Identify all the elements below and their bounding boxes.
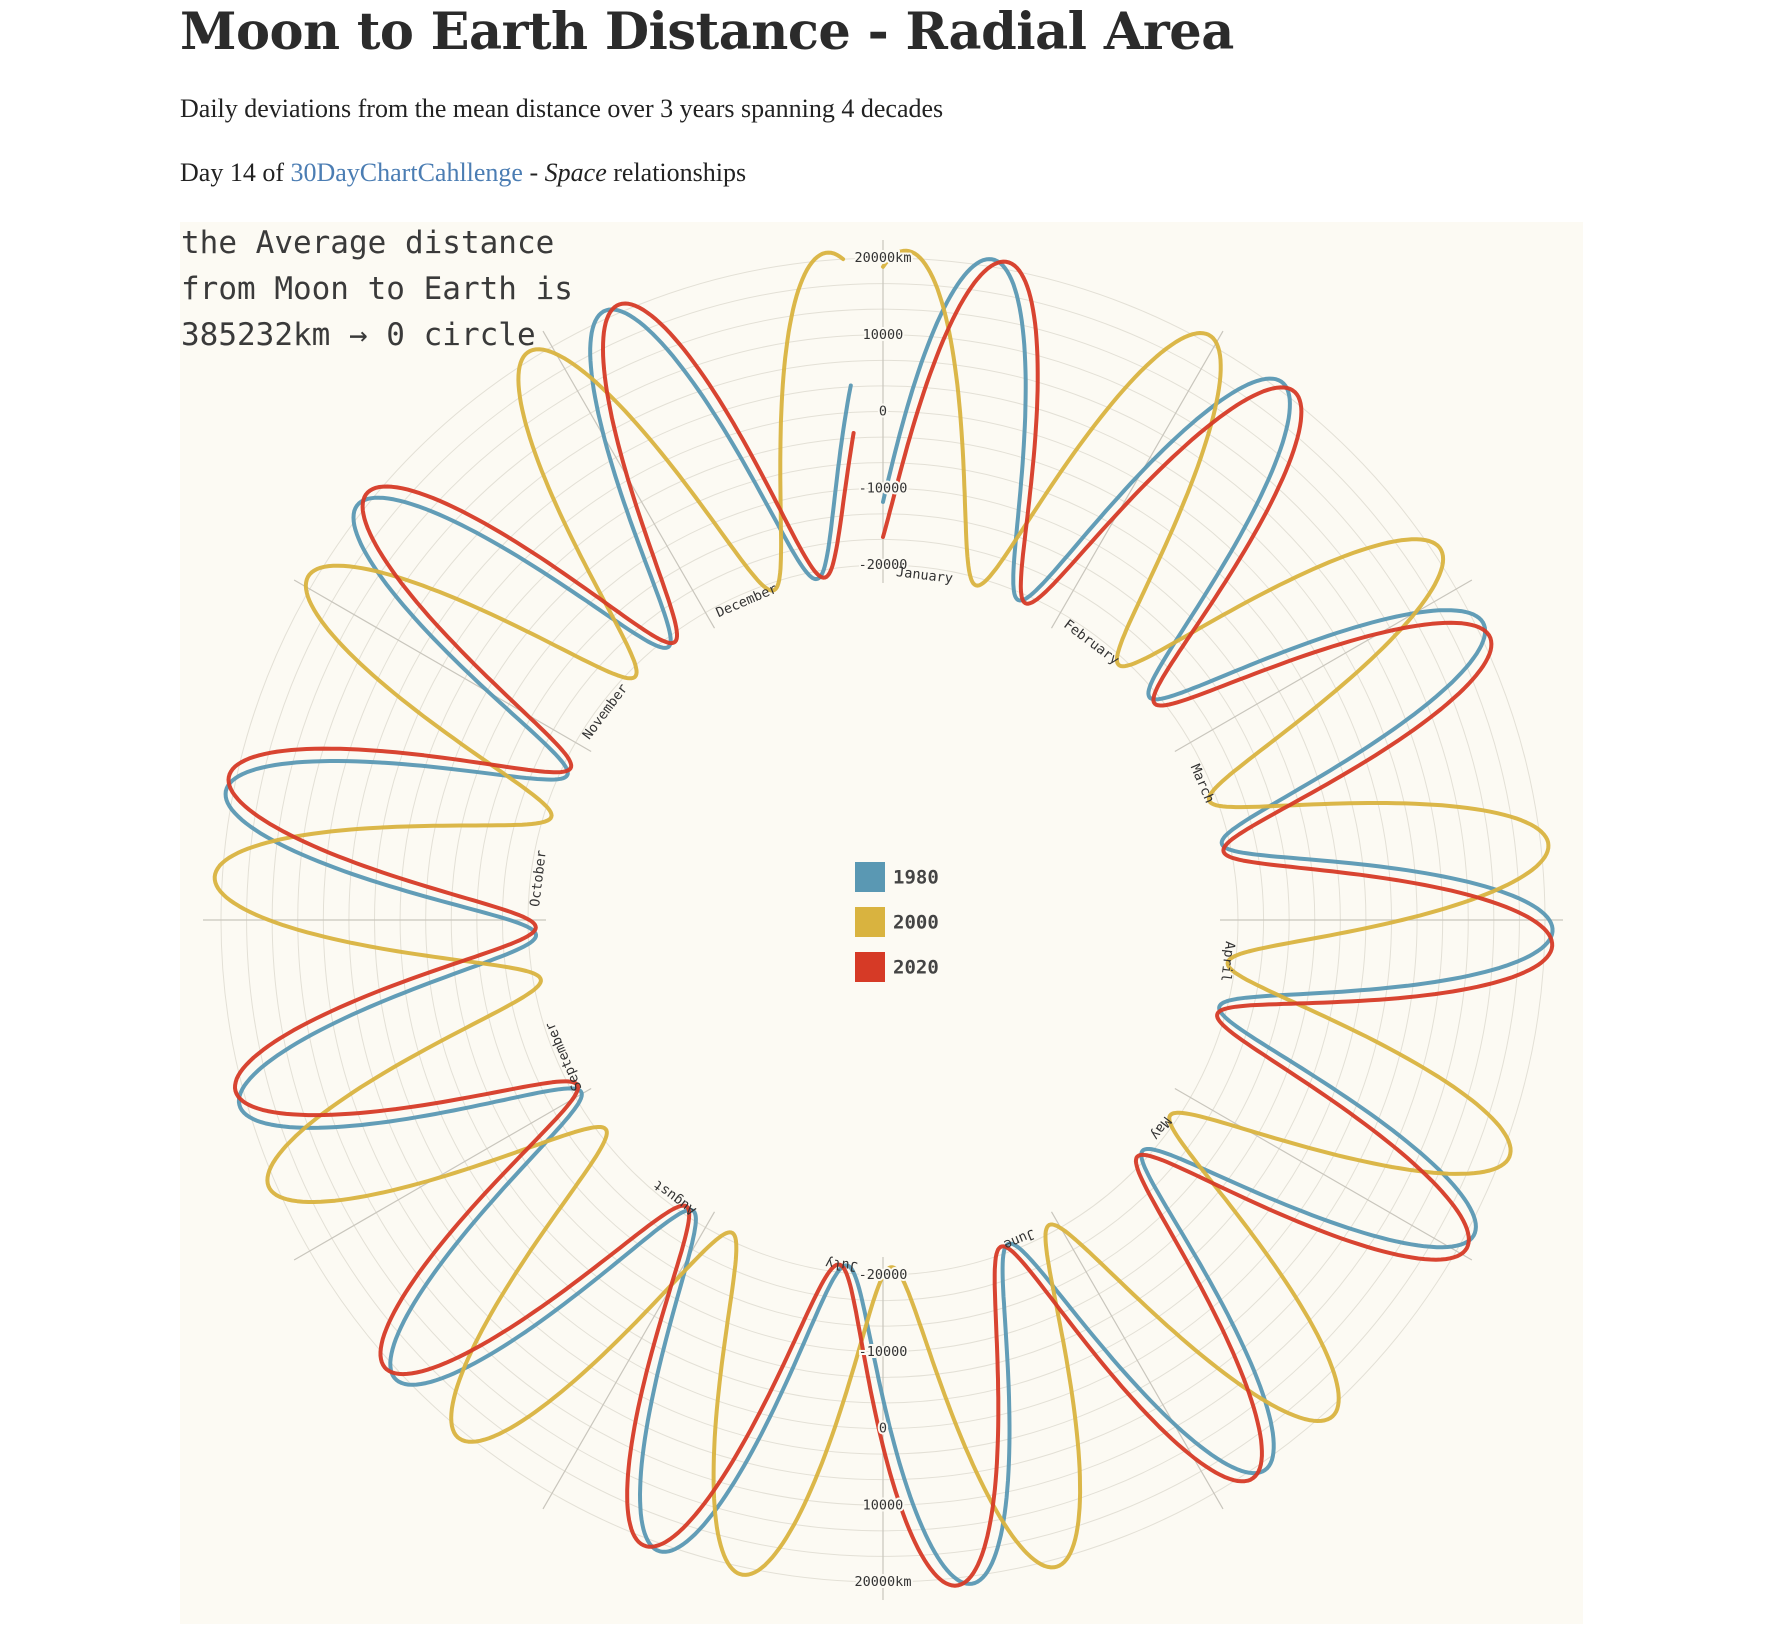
month-label: February [1060, 617, 1122, 669]
series-lines [212, 248, 1555, 1588]
radial-tick-label: -20000 [859, 557, 908, 573]
radial-tick-labels: -20000 -20000 -10000 -10000 0 0 10000 10000 2000… [853, 248, 914, 1592]
radial-tick-label: -20000 [859, 1267, 908, 1283]
legend-label-1980: 1980 [893, 867, 939, 889]
annotation-note: the Average distance from Moon to Earth … [181, 220, 641, 358]
month-label: December [714, 581, 780, 621]
month-label: January [895, 564, 953, 587]
page-subtitle: Daily deviations from the mean distance … [180, 94, 944, 123]
challenge-link[interactable]: 30DayChartCahllenge [290, 158, 523, 187]
radial-tick-label: 20000km [855, 250, 912, 266]
month-spoke [293, 1087, 592, 1261]
annotation-line-1: the Average distance [181, 225, 555, 261]
legend: 1980 2000 2020 [855, 862, 939, 982]
month-label: March [1187, 762, 1218, 806]
month-label: June [1001, 1225, 1037, 1252]
radial-tick-label: 0 [879, 404, 887, 420]
month-spoke [1050, 330, 1224, 629]
legend-label-2000: 2000 [893, 912, 939, 934]
radial-tick-label: 10000 [863, 1497, 904, 1513]
series-line-2020 [226, 259, 1555, 1588]
month-label: August [650, 1177, 699, 1219]
series-line-2000 [212, 248, 1551, 1577]
legend-swatch-1980 [855, 862, 885, 892]
annotation-line-2: from Moon to Earth is [181, 271, 573, 307]
radial-tick-label: -10000 [859, 1344, 908, 1360]
challenge-line: Day 14 of 30DayChartCahllenge - Space re… [180, 158, 746, 188]
month-label: April [1217, 940, 1238, 982]
radial-tick-label: 0 [879, 1421, 887, 1437]
annotation-line-3: 385232km → 0 circle [181, 317, 536, 353]
series-line-1980 [223, 257, 1555, 1586]
month-spoke [1174, 579, 1473, 753]
radial-tick-label: -10000 [859, 480, 908, 496]
separator: - [529, 158, 539, 187]
page-title: Moon to Earth Distance - Radial Area [180, 2, 1234, 62]
radial-tick-label: 10000 [863, 327, 904, 343]
legend-swatch-2020 [855, 952, 885, 982]
legend-label-2020: 2020 [893, 957, 939, 979]
theme-italic: Space [544, 158, 607, 187]
month-spoke [293, 579, 592, 753]
radial-tick-label: 20000km [855, 1574, 912, 1590]
legend-swatch-2000 [855, 907, 885, 937]
theme-rest: relationships [613, 158, 747, 187]
month-spoke [1174, 1087, 1473, 1261]
month-label: October [527, 849, 550, 907]
month-label: July [824, 1255, 858, 1275]
month-label: November [580, 681, 632, 743]
day-prefix: Day 14 of [180, 158, 284, 187]
